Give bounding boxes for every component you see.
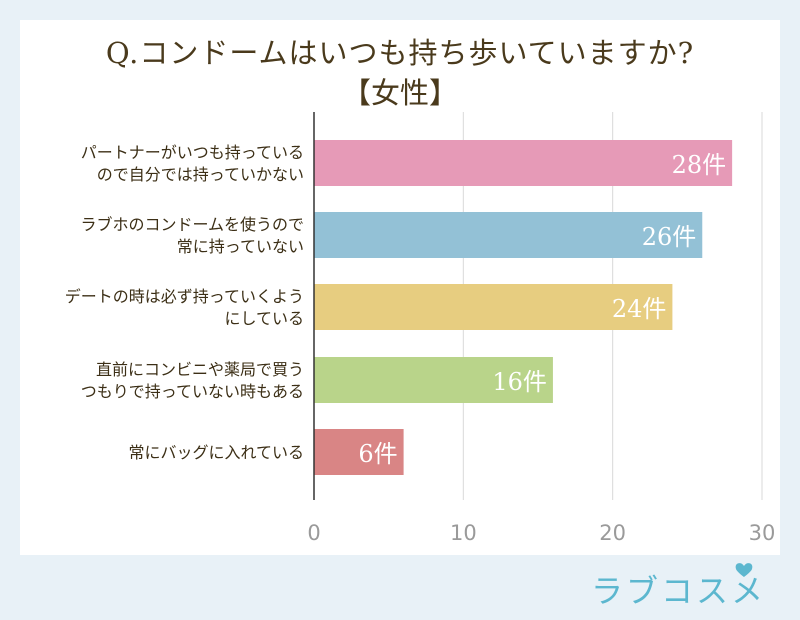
category-label-0: パートナーがいつも持っているので自分では持っていかない (81, 143, 304, 184)
x-tick-label-10: 10 (450, 521, 477, 545)
x-tick-label-0: 0 (307, 521, 320, 545)
category-label-2: デートの時は必ず持っていくようにしている (65, 287, 304, 328)
bar-0 (314, 140, 733, 186)
bar-value-label-1: 26件 (642, 223, 697, 251)
bar-2 (314, 284, 673, 330)
chart-subtitle: 【女性】 (341, 76, 458, 110)
bar-4 (314, 429, 404, 475)
brand-logo-text: ラブコスメ (590, 572, 766, 610)
bar-1 (314, 212, 703, 258)
bar-3 (314, 357, 553, 403)
category-label-1: ラブホのコンドームを使うので常に持っていない (80, 215, 304, 256)
heart-icon (735, 563, 753, 577)
brand-logo: ラブコスメ (591, 566, 766, 612)
x-tick-label-30: 30 (749, 521, 776, 545)
category-label-4: 常にバッグに入れている (128, 443, 304, 462)
x-tick-label-20: 20 (599, 521, 626, 545)
bar-value-label-2: 24件 (612, 295, 667, 323)
bar-value-label-3: 16件 (492, 368, 547, 396)
category-label-3: 直前にコンビニや薬局で買うつもりで持っていない時もある (81, 360, 304, 401)
bar-value-label-0: 28件 (672, 151, 727, 179)
bar-value-label-4: 6件 (358, 440, 397, 468)
chart-title: Q.コンドームはいつも持ち歩いていますか? (105, 36, 695, 70)
